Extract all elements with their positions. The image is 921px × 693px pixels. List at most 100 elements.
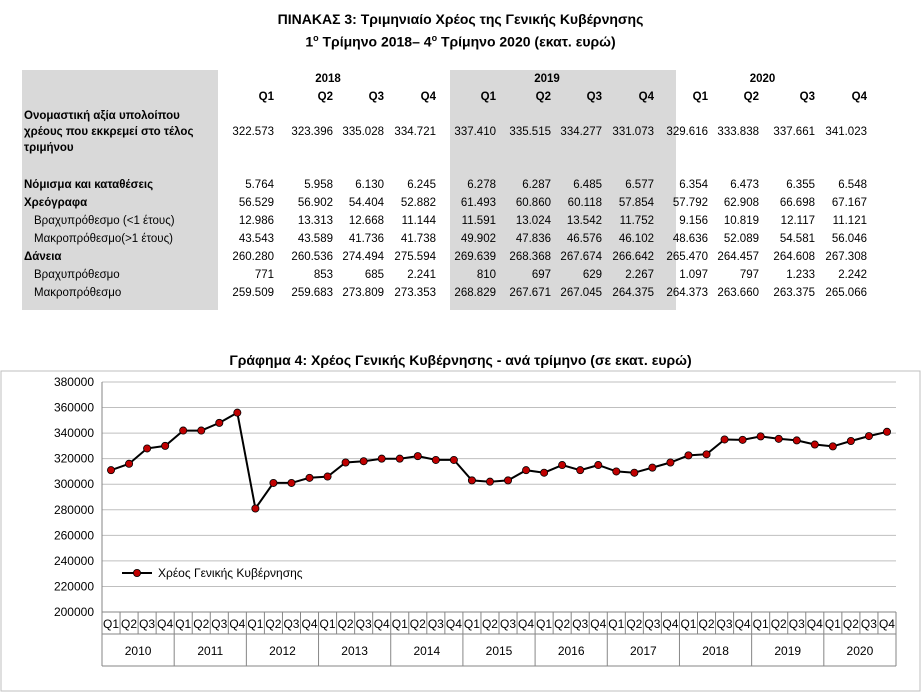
quarter-header: Q4 [638, 91, 654, 103]
y-tick-label: 240000 [54, 554, 94, 568]
table-cell: 259.509 [232, 287, 274, 299]
data-point [251, 504, 260, 513]
table-cell: 6.577 [625, 179, 654, 191]
table-cell: 267.045 [560, 287, 602, 299]
table-cell: 267.674 [560, 251, 602, 263]
x-quarter-label: Q1 [247, 617, 263, 631]
x-quarter-label: Q3 [500, 617, 516, 631]
y-tick-label: 300000 [54, 477, 94, 491]
data-point [143, 444, 152, 453]
table-cell: 6.287 [522, 179, 551, 191]
table-cell: 52.089 [723, 233, 759, 245]
x-quarter-label: Q3 [283, 617, 299, 631]
table-row: Μακροπρόθεσμο 259.509 259.683 273.809 273.35… [22, 284, 869, 302]
legend-label: Χρέος Γενικής Κυβέρνησης [158, 566, 303, 580]
x-year-label: 2014 [413, 644, 440, 658]
table-cell: 264.375 [612, 287, 654, 299]
data-point [774, 434, 783, 443]
x-quarter-label: Q2 [554, 617, 570, 631]
table-cell: 341.023 [825, 126, 867, 138]
x-quarter-label: Q4 [374, 617, 390, 631]
table-cell: 268.829 [454, 287, 496, 299]
table-cell: 54.581 [779, 233, 815, 245]
table-cell: 335.028 [342, 126, 384, 138]
table-cell: 334.277 [560, 126, 602, 138]
table-cell: 60.118 [567, 197, 602, 209]
data-point [215, 418, 224, 427]
data-point [576, 466, 585, 475]
table-cell: 54.404 [348, 197, 384, 209]
x-year-label: 2020 [847, 644, 874, 658]
x-year-label: 2011 [197, 644, 223, 658]
table-cell: 6.473 [730, 179, 759, 191]
row-label: Μακροπρόθεσμο [34, 287, 122, 299]
x-year-label: 2010 [125, 644, 152, 658]
table-cell: 6.548 [838, 179, 867, 191]
table-row: Δάνεια 260.280 260.536 274.494 275.594 269.63… [22, 248, 869, 266]
table-cell: 685 [364, 269, 384, 281]
x-quarter-label: Q4 [446, 617, 462, 631]
table-cell: 13.313 [297, 215, 333, 227]
table-title-line1: ΠΙΝΑΚΑΣ 3: Τριμηνιαίο Χρέος της Γενικής … [277, 11, 644, 27]
data-point [485, 477, 494, 486]
table-cell: 273.809 [342, 287, 384, 299]
table-cell: 12.668 [348, 215, 384, 227]
table-cell: 265.470 [666, 251, 708, 263]
table-cell: 47.836 [515, 233, 551, 245]
debt-table: 2018 2019 2020 Q1 Q2 Q3 Q4 Q1 Q2 Q3 Q4 Q1 Q2 Q3 Q4 Ονομ… [22, 70, 869, 302]
data-point [197, 426, 206, 435]
x-quarter-label: Q2 [771, 617, 787, 631]
x-quarter-label: Q1 [103, 617, 119, 631]
table-cell: 41.736 [348, 233, 384, 245]
y-tick-label: 380000 [54, 375, 94, 389]
table-cell: 11.752 [619, 215, 654, 227]
table-cell: 263.660 [717, 287, 759, 299]
row-label: Ονομαστική αξία υπολοίπου χρέους που εκκ… [24, 110, 194, 154]
table-cell: 697 [531, 269, 551, 281]
x-quarter-label: Q4 [590, 617, 606, 631]
table-cell: 56.902 [297, 197, 333, 209]
debt-line-chart: 200000 220000 240000 260000 280000 300000 3200… [0, 370, 921, 692]
table-cell: 6.355 [786, 179, 815, 191]
x-quarter-label: Q2 [121, 617, 137, 631]
data-point [630, 468, 639, 477]
data-point [612, 467, 621, 476]
table-cell: 66.698 [779, 197, 815, 209]
x-quarter-label: Q3 [861, 617, 877, 631]
x-year-label: 2016 [558, 644, 585, 658]
x-quarter-label: Q4 [229, 617, 245, 631]
x-quarter-label: Q3 [428, 617, 444, 631]
x-quarter-label: Q3 [789, 617, 805, 631]
table-cell: 49.902 [460, 233, 496, 245]
debt-table-area: 2018 2019 2020 Q1 Q2 Q3 Q4 Q1 Q2 Q3 Q4 Q1 Q2 Q3 Q4 Ονομ… [22, 70, 902, 310]
y-tick-label: 200000 [54, 605, 94, 619]
table-cell: 2.267 [625, 269, 654, 281]
x-quarter-label: Q1 [825, 617, 841, 631]
table-cell: 5.764 [245, 179, 274, 191]
spacer-cell [22, 158, 869, 176]
data-point [594, 461, 603, 470]
table-cell: 275.594 [394, 251, 436, 263]
table-cell: 260.280 [232, 251, 274, 263]
title-part: 1 [305, 33, 314, 50]
x-quarter-label: Q1 [320, 617, 336, 631]
year-2019-shade [450, 70, 676, 310]
y-tick-label: 220000 [54, 579, 94, 593]
table-cell: 46.102 [618, 233, 654, 245]
table-row: Χρεόγραφα 56.529 56.902 54.404 52.882 61.493 6… [22, 194, 869, 212]
table-cell: 12.117 [780, 215, 815, 227]
data-point [233, 408, 242, 417]
data-point [540, 468, 549, 477]
title-sup: ο [431, 33, 438, 43]
data-point [359, 457, 368, 466]
x-quarter-label: Q1 [392, 617, 408, 631]
quarter-header-row: Q1 Q2 Q3 Q4 Q1 Q2 Q3 Q4 Q1 Q2 Q3 Q4 [22, 88, 869, 106]
x-quarter-label: Q1 [753, 617, 769, 631]
data-point [431, 455, 440, 464]
table-cell: 41.738 [400, 233, 436, 245]
table-cell: 12.986 [238, 215, 274, 227]
data-point [666, 458, 675, 467]
data-point [504, 476, 513, 485]
table-cell: 629 [582, 269, 602, 281]
table-row: Ονομαστική αξία υπολοίπου χρέους που εκκ… [22, 106, 869, 158]
